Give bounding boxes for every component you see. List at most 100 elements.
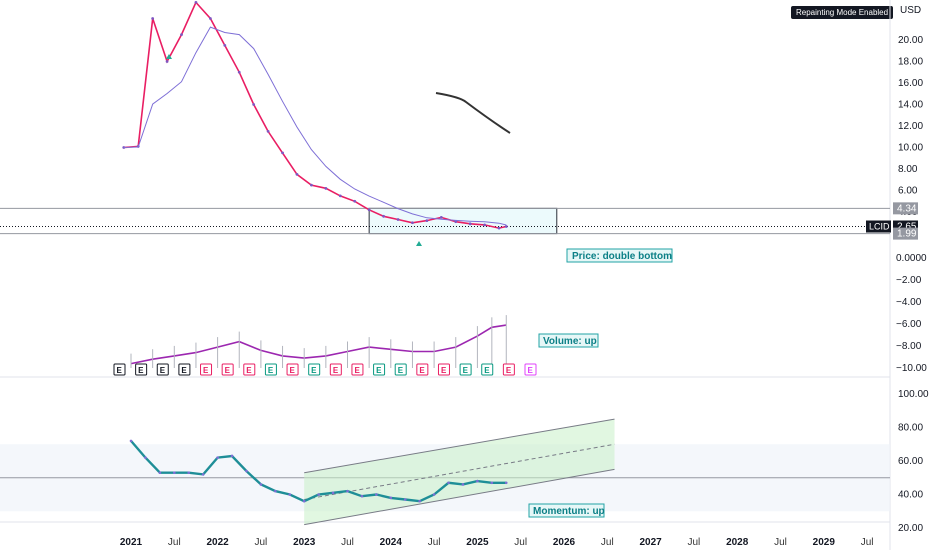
channel-lower-line[interactable]: [304, 468, 615, 526]
momentum-point[interactable]: [288, 493, 292, 496]
earnings-marker[interactable]: E: [373, 363, 386, 376]
earnings-marker[interactable]: E: [524, 363, 537, 376]
price-point[interactable]: [504, 225, 508, 228]
price-point[interactable]: [483, 223, 487, 227]
momentum-point[interactable]: [216, 456, 219, 459]
price-point[interactable]: [382, 214, 385, 218]
time-tick-label: Jul: [341, 537, 354, 548]
volume-tick-label: −8.00: [896, 341, 922, 352]
price-point[interactable]: [151, 17, 155, 20]
price-point[interactable]: [180, 33, 183, 37]
momentum-tick-label: 20.00: [898, 523, 923, 534]
volume-series-line[interactable]: [130, 324, 507, 365]
momentum-point[interactable]: [461, 483, 465, 486]
price-marker-badge[interactable]: [893, 202, 918, 215]
price-point[interactable]: [367, 208, 371, 212]
earnings-marker[interactable]: E: [416, 363, 429, 376]
earnings-marker[interactable]: E: [329, 363, 342, 376]
momentum-point[interactable]: [476, 479, 479, 483]
price-point[interactable]: [194, 0, 198, 4]
earnings-marker[interactable]: E: [135, 363, 148, 376]
price-marker-badge[interactable]: [893, 227, 918, 240]
price-point[interactable]: [252, 103, 256, 106]
momentum-point[interactable]: [447, 481, 450, 485]
price-point[interactable]: [324, 186, 328, 190]
price-point[interactable]: [237, 70, 241, 74]
momentum-point[interactable]: [331, 491, 335, 495]
earnings-marker[interactable]: E: [221, 363, 234, 376]
price-point[interactable]: [425, 219, 429, 223]
momentum-point[interactable]: [346, 489, 349, 493]
currency-label[interactable]: USD: [900, 5, 922, 16]
earnings-marker[interactable]: E: [308, 363, 321, 376]
momentum-point[interactable]: [375, 493, 378, 496]
momentum-point[interactable]: [129, 439, 133, 443]
earnings-marker-box: [156, 363, 169, 376]
momentum-point[interactable]: [201, 473, 205, 476]
earnings-marker[interactable]: E: [481, 363, 494, 376]
volume-tick-label: 0.0000: [896, 253, 927, 264]
momentum-point[interactable]: [245, 469, 248, 473]
momentum-point[interactable]: [158, 471, 162, 475]
momentum-point[interactable]: [230, 454, 234, 458]
price-panel[interactable]: [0, 0, 890, 246]
drawn-trend-stroke[interactable]: [435, 92, 511, 134]
price-point[interactable]: [411, 221, 414, 225]
momentum-point[interactable]: [302, 499, 306, 503]
momentum-point[interactable]: [490, 481, 494, 485]
earnings-marker[interactable]: E: [502, 363, 515, 376]
price-point[interactable]: [338, 194, 342, 198]
price-point[interactable]: [165, 60, 169, 63]
price-series-line[interactable]: [123, 0, 507, 229]
symbol-badge[interactable]: [866, 220, 891, 233]
momentum-point[interactable]: [173, 471, 176, 475]
price-point[interactable]: [310, 183, 313, 187]
earnings-marker[interactable]: E: [286, 363, 299, 376]
channel-upper-line[interactable]: [304, 418, 615, 474]
earnings-marker[interactable]: E: [351, 363, 364, 376]
price-point[interactable]: [468, 222, 472, 226]
earnings-marker[interactable]: E: [156, 363, 169, 376]
volume-note-text: Volume: up: [543, 336, 597, 347]
price-point[interactable]: [353, 199, 357, 203]
price-point[interactable]: [295, 172, 299, 176]
earnings-marker[interactable]: E: [243, 363, 256, 376]
momentum-point[interactable]: [432, 493, 436, 496]
price-point[interactable]: [208, 17, 212, 20]
earnings-marker[interactable]: E: [264, 363, 277, 376]
earnings-marker-box: [373, 363, 386, 376]
momentum-point[interactable]: [317, 493, 320, 496]
price-point[interactable]: [122, 146, 126, 149]
price-point[interactable]: [266, 129, 270, 133]
momentum-point[interactable]: [360, 494, 364, 498]
price-point[interactable]: [439, 215, 443, 219]
earnings-marker[interactable]: E: [113, 363, 126, 376]
momentum-point[interactable]: [418, 499, 421, 503]
price-point[interactable]: [497, 226, 501, 230]
price-moving-average[interactable]: [123, 26, 507, 226]
earnings-marker[interactable]: E: [178, 363, 191, 376]
volume-note[interactable]: Volume: up: [538, 333, 599, 348]
channel-middle-line[interactable]: [304, 443, 615, 501]
earnings-marker[interactable]: E: [394, 363, 407, 376]
momentum-panel[interactable]: [0, 418, 890, 526]
earnings-marker[interactable]: E: [459, 363, 472, 376]
earnings-marker[interactable]: E: [200, 363, 213, 376]
price-point[interactable]: [281, 151, 284, 155]
price-note[interactable]: Price: double bottom: [566, 248, 673, 263]
price-point[interactable]: [396, 218, 400, 221]
earnings-marker-label: E: [398, 366, 404, 375]
momentum-point[interactable]: [504, 481, 508, 485]
momentum-point[interactable]: [259, 483, 263, 486]
momentum-point[interactable]: [144, 456, 147, 459]
price-point[interactable]: [454, 220, 458, 224]
price-point[interactable]: [223, 43, 227, 47]
earnings-marker[interactable]: E: [437, 363, 450, 376]
momentum-note[interactable]: Momentum: up: [528, 503, 605, 518]
momentum-point[interactable]: [187, 471, 191, 475]
momentum-point[interactable]: [274, 489, 277, 493]
momentum-point[interactable]: [389, 496, 393, 500]
momentum-point[interactable]: [403, 498, 407, 501]
